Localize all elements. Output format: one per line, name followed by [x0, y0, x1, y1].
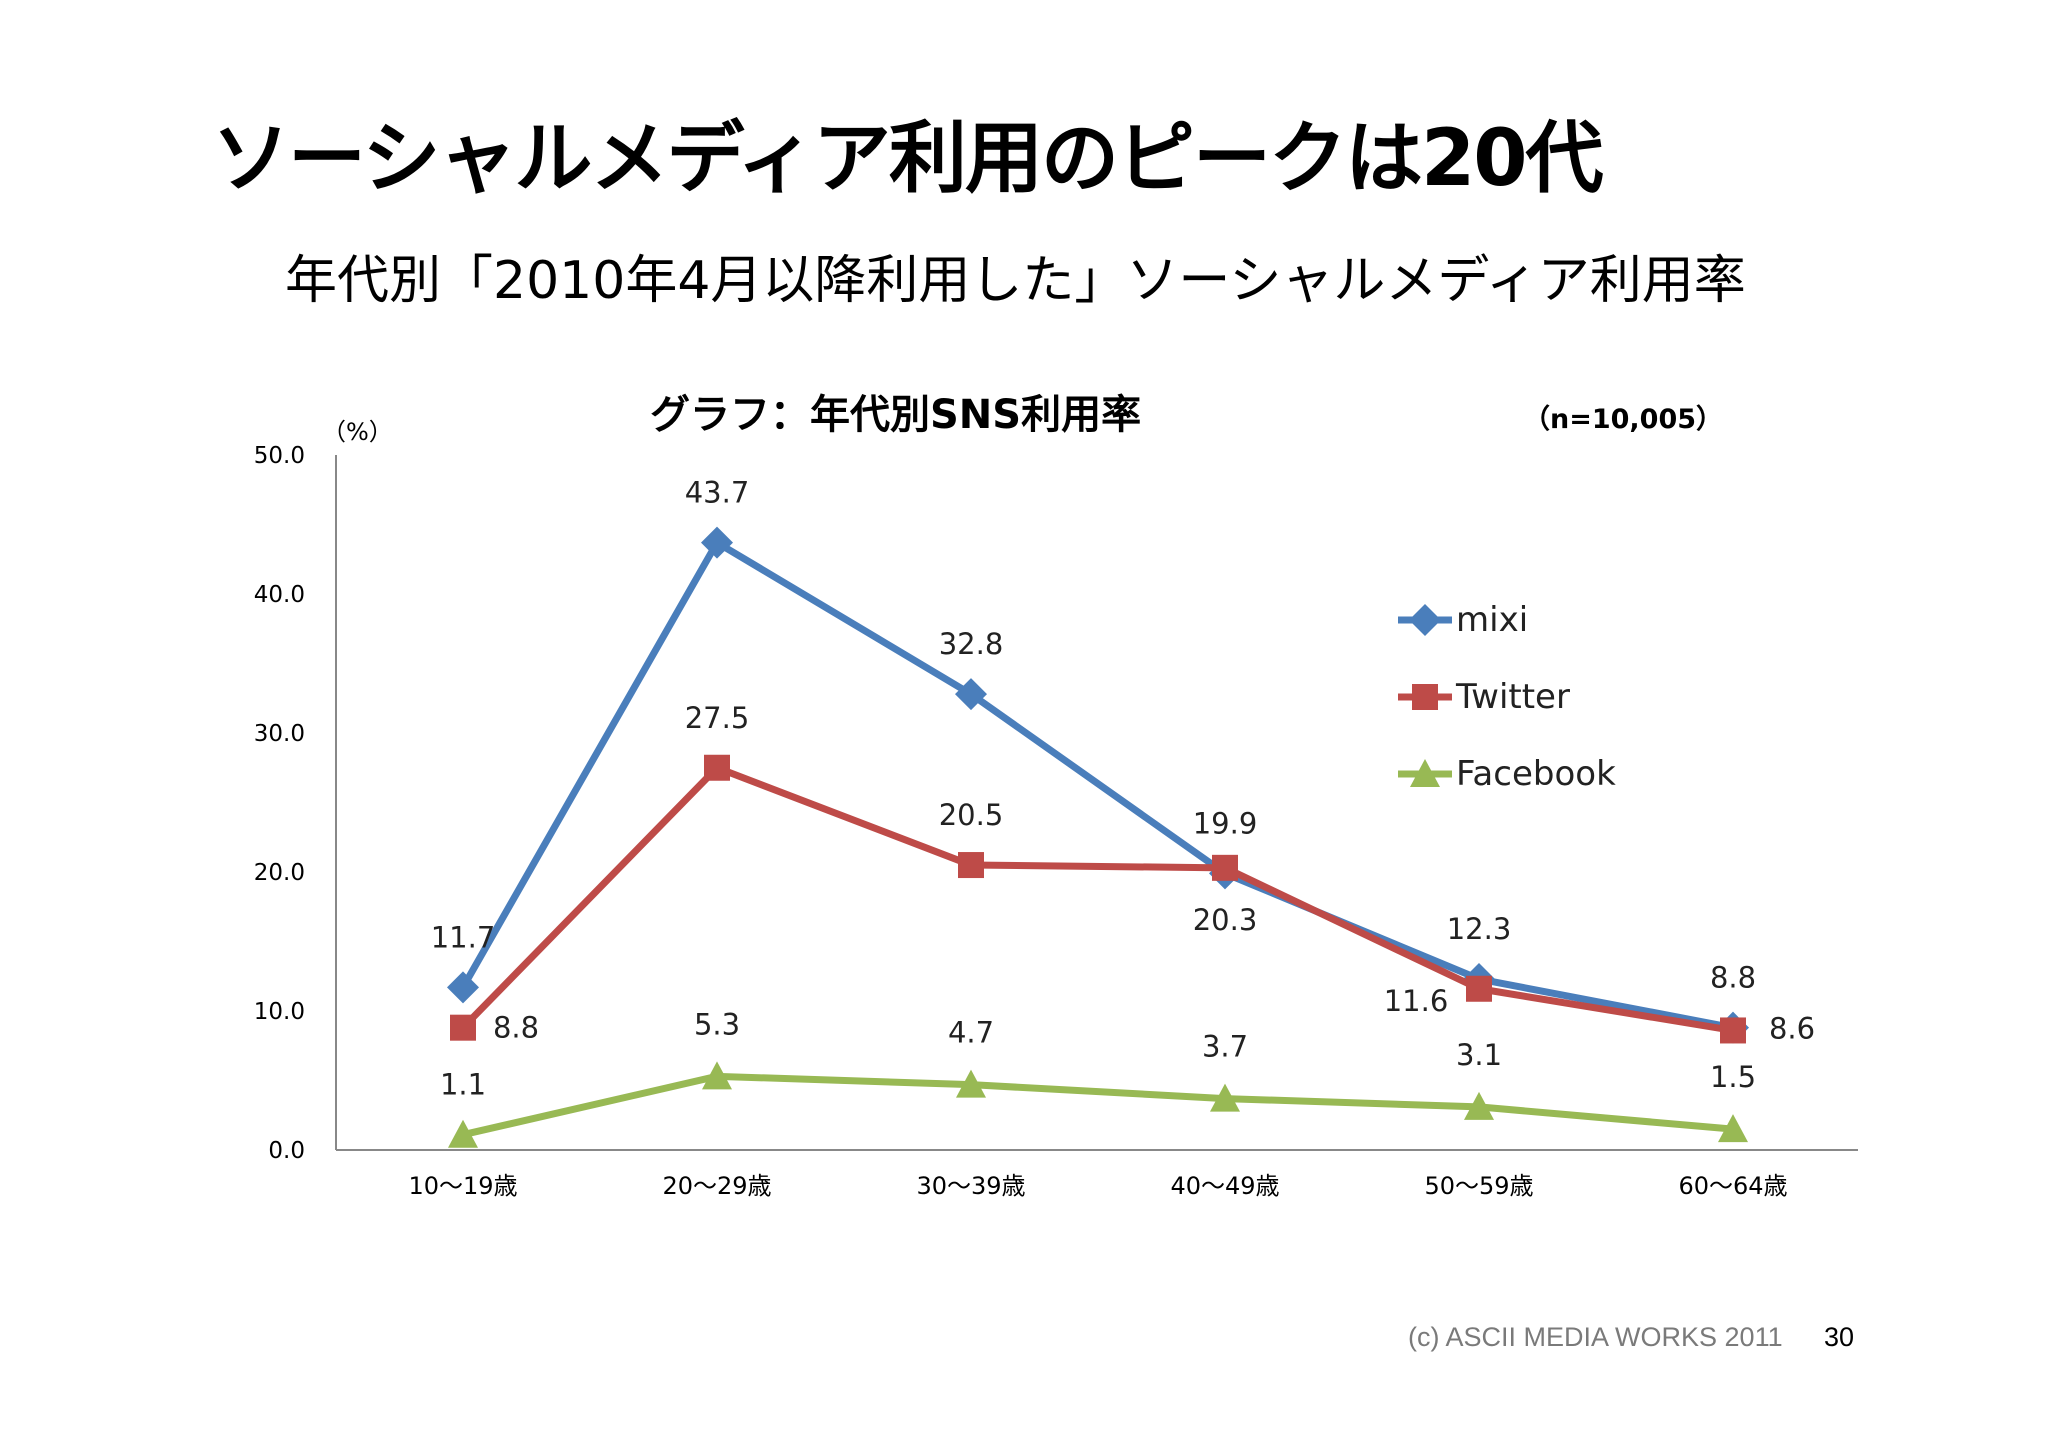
x-tick-label: 40〜49歳 — [1170, 1172, 1279, 1200]
slide-subtitle: 年代別「2010年4月以降利用した」ソーシャルメディア利用率 — [285, 251, 1746, 311]
y-unit-label: （%） — [322, 418, 393, 446]
twitter-legend-marker — [1412, 684, 1438, 710]
x-tick-label: 30〜39歳 — [916, 1172, 1025, 1200]
facebook-data-label: 1.1 — [440, 1068, 486, 1102]
mixi-data-label: 8.8 — [1710, 961, 1756, 995]
facebook-data-label: 3.1 — [1456, 1038, 1502, 1072]
mixi-data-label: 12.3 — [1447, 912, 1512, 946]
mixi-data-point — [447, 971, 479, 1004]
twitter-data-label: 8.8 — [493, 1011, 539, 1045]
mixi-legend-label: mixi — [1456, 600, 1528, 640]
sample-size-note: （n=10,005） — [1523, 404, 1723, 435]
y-tick-label: 30.0 — [254, 721, 305, 747]
twitter-data-point — [450, 1014, 476, 1041]
mixi-data-label: 43.7 — [685, 476, 750, 510]
page-number: 30 — [1824, 1322, 1855, 1352]
twitter-data-point — [1720, 1017, 1746, 1044]
twitter-data-label: 20.3 — [1193, 903, 1258, 937]
facebook-data-point — [448, 1119, 478, 1148]
facebook-legend-marker — [1410, 759, 1440, 787]
facebook-series-line — [462, 1072, 1734, 1139]
twitter-data-point — [958, 852, 984, 879]
facebook-data-point — [956, 1069, 986, 1098]
mixi-data-label: 11.7 — [431, 920, 496, 954]
y-tick-label: 10.0 — [254, 999, 305, 1025]
x-tick-label: 50〜59歳 — [1424, 1172, 1533, 1200]
x-tick-label: 10〜19歳 — [408, 1172, 517, 1200]
twitter-data-label: 8.6 — [1769, 1011, 1815, 1045]
twitter-data-point — [1212, 854, 1238, 881]
footer-credit: (c) ASCII MEDIA WORKS 2011 — [1408, 1322, 1783, 1352]
mixi-data-point — [955, 678, 987, 711]
twitter-series-line — [460, 764, 1734, 1034]
mixi-legend-marker — [1409, 604, 1441, 636]
twitter-data-label: 27.5 — [685, 701, 750, 735]
mixi-data-point — [701, 526, 733, 559]
facebook-data-point — [1718, 1114, 1748, 1143]
facebook-data-label: 4.7 — [948, 1016, 994, 1050]
mixi-data-label: 32.8 — [939, 627, 1004, 661]
facebook-legend-label: Facebook — [1456, 754, 1616, 794]
facebook-data-point — [1210, 1083, 1240, 1112]
facebook-data-point — [1464, 1091, 1494, 1120]
y-tick-label: 20.0 — [254, 860, 305, 886]
facebook-data-label: 3.7 — [1202, 1030, 1248, 1064]
x-tick-label: 60〜64歳 — [1678, 1172, 1787, 1200]
mixi-series-line — [459, 539, 1734, 1032]
y-tick-label: 40.0 — [254, 582, 305, 608]
facebook-data-label: 1.5 — [1710, 1060, 1756, 1094]
twitter-data-label: 11.6 — [1384, 984, 1449, 1018]
twitter-data-point — [1466, 975, 1492, 1002]
facebook-data-point — [702, 1061, 732, 1090]
mixi-data-label: 19.9 — [1193, 806, 1258, 840]
twitter-data-point — [704, 754, 730, 781]
x-tick-label: 20〜29歳 — [662, 1172, 771, 1200]
slide-title: ソーシャルメディア利用のピークは20代 — [212, 114, 1604, 204]
twitter-data-label: 20.5 — [939, 798, 1004, 832]
facebook-data-label: 5.3 — [694, 1007, 740, 1041]
y-tick-label: 50.0 — [254, 443, 305, 469]
twitter-legend-label: Twitter — [1455, 677, 1570, 717]
y-tick-label: 0.0 — [268, 1138, 305, 1164]
chart-title: グラフ：年代別SNS利用率 — [650, 392, 1141, 438]
